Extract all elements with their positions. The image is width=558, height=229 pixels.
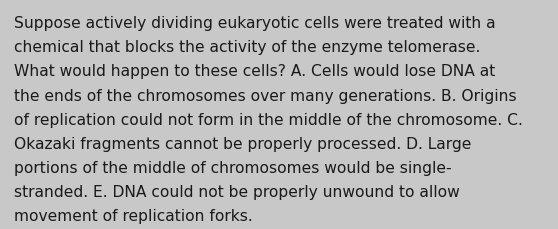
Text: of replication could not form in the middle of the chromosome. C.: of replication could not form in the mid… (14, 112, 523, 127)
Text: portions of the middle of chromosomes would be single-: portions of the middle of chromosomes wo… (14, 160, 451, 175)
Text: stranded. E. DNA could not be properly unwound to allow: stranded. E. DNA could not be properly u… (14, 184, 460, 199)
Text: the ends of the chromosomes over many generations. B. Origins: the ends of the chromosomes over many ge… (14, 88, 517, 103)
Text: Suppose actively dividing eukaryotic cells were treated with a: Suppose actively dividing eukaryotic cel… (14, 16, 496, 31)
Text: movement of replication forks.: movement of replication forks. (14, 208, 253, 223)
Text: chemical that blocks the activity of the enzyme telomerase.: chemical that blocks the activity of the… (14, 40, 480, 55)
Text: What would happen to these cells? A. Cells would lose DNA at: What would happen to these cells? A. Cel… (14, 64, 495, 79)
Text: Okazaki fragments cannot be properly processed. D. Large: Okazaki fragments cannot be properly pro… (14, 136, 472, 151)
